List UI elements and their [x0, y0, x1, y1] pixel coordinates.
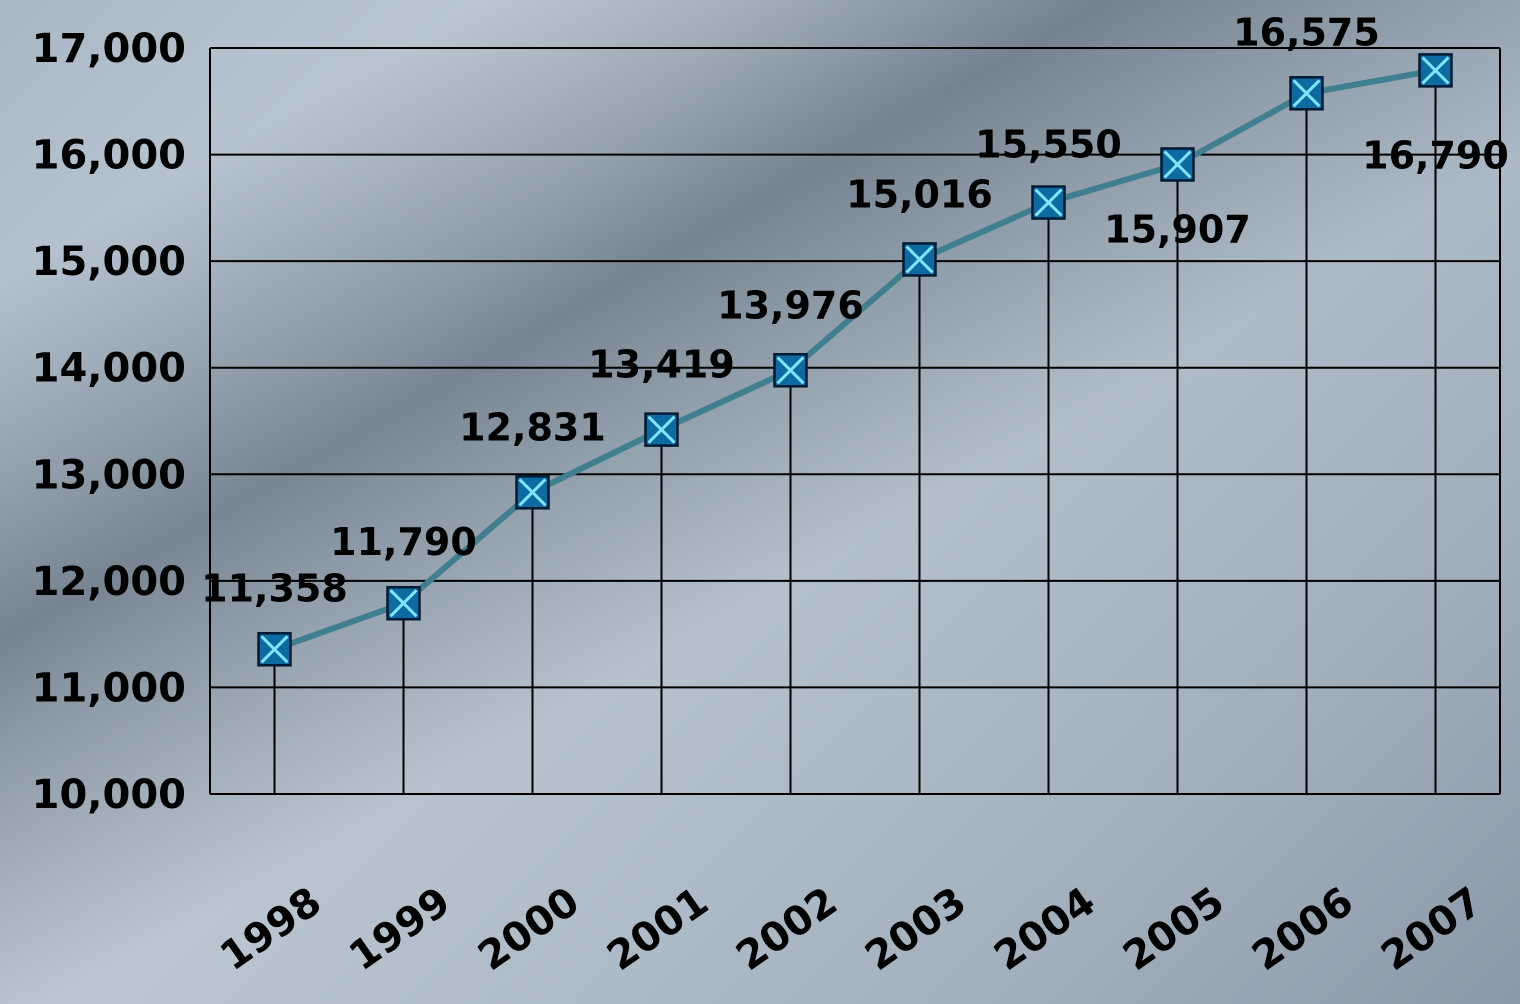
y-axis-ticks: 10,000 11,000 12,000 13,000 14,000 15,000 16,0… — [32, 26, 186, 818]
y-tick-label: 14,000 — [32, 346, 186, 392]
data-label: 13,419 — [588, 343, 735, 387]
series-line — [273, 67, 1437, 653]
data-label: 15,016 — [846, 172, 993, 216]
x-tick-label: 2002 — [728, 879, 846, 981]
y-tick-label: 16,000 — [32, 133, 186, 179]
x-axis-ticks: 1998 1999 2000 2001 2002 2003 2004 2005 2006 2007 — [212, 879, 1491, 981]
data-label: 15,907 — [1104, 207, 1251, 251]
y-tick-label: 15,000 — [32, 239, 186, 285]
x-tick-label: 1999 — [341, 879, 459, 981]
data-label: 16,790 — [1362, 133, 1509, 177]
data-point-marker — [1289, 76, 1324, 111]
x-tick-label: 2003 — [857, 879, 975, 981]
x-tick-label: 1998 — [212, 879, 330, 981]
y-tick-label: 12,000 — [32, 559, 186, 605]
data-point-marker — [1160, 147, 1195, 182]
x-tick-label: 2001 — [599, 879, 717, 981]
data-label: 13,976 — [717, 283, 864, 327]
data-label: 11,790 — [330, 520, 477, 564]
data-label: 15,550 — [975, 123, 1122, 167]
data-label: 12,831 — [459, 405, 606, 449]
data-point-marker — [644, 412, 679, 447]
data-point-marker — [902, 242, 937, 277]
y-tick-label: 11,000 — [32, 665, 186, 711]
markers — [257, 53, 1453, 667]
data-point-marker — [773, 353, 808, 388]
data-point-marker — [257, 632, 292, 667]
x-tick-label: 2006 — [1244, 879, 1362, 981]
x-tick-label: 2004 — [986, 879, 1104, 981]
data-point-marker — [386, 585, 421, 621]
x-tick-label: 2007 — [1373, 879, 1491, 981]
y-tick-label: 17,000 — [32, 26, 186, 72]
x-tick-label: 2005 — [1115, 879, 1233, 981]
data-point-marker — [1031, 185, 1066, 220]
data-label: 11,358 — [201, 566, 348, 610]
x-tick-label: 2000 — [470, 879, 588, 981]
data-label: 16,575 — [1233, 10, 1380, 54]
y-tick-label: 10,000 — [32, 772, 186, 818]
y-tick-label: 13,000 — [32, 452, 186, 498]
data-point-marker — [515, 475, 550, 510]
data-point-marker — [1418, 53, 1453, 88]
drop-lines — [273, 70, 1437, 794]
